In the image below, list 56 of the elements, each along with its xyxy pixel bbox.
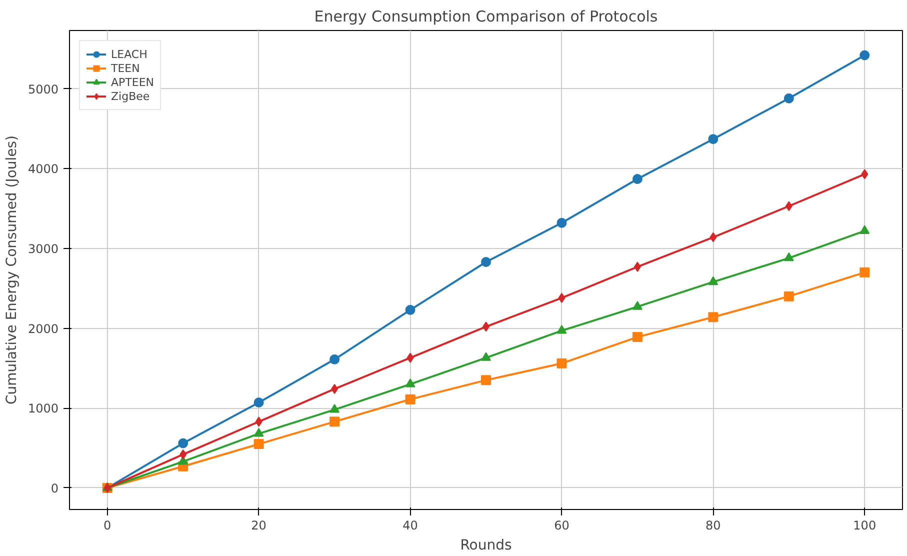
- point: [784, 252, 794, 262]
- point: [405, 304, 416, 315]
- point: [860, 50, 870, 60]
- point: [330, 404, 340, 413]
- point: [558, 292, 566, 303]
- point: [405, 378, 416, 388]
- y-tick-label: 3000: [28, 242, 59, 256]
- point: [785, 201, 792, 212]
- point: [861, 169, 868, 180]
- point: [710, 232, 717, 242]
- point: [331, 384, 338, 394]
- legend-label: APTEEN: [111, 75, 154, 89]
- x-tick-label: 0: [104, 518, 112, 532]
- point: [556, 324, 567, 334]
- y-tick-label: 2000: [28, 322, 59, 336]
- x-tick-label: 40: [402, 518, 418, 532]
- y-tick-label: 5000: [28, 82, 59, 96]
- point: [405, 394, 416, 404]
- point: [860, 267, 870, 278]
- point: [556, 358, 567, 368]
- point: [254, 428, 264, 437]
- point: [481, 375, 491, 386]
- point: [330, 416, 340, 427]
- legend-label: LEACH: [111, 47, 148, 61]
- point: [784, 93, 794, 104]
- point: [708, 276, 718, 286]
- chart-title: Energy Consumption Comparison of Protocols: [314, 8, 658, 26]
- point: [634, 262, 641, 272]
- x-axis-title: Rounds: [460, 538, 512, 554]
- point: [254, 398, 264, 408]
- point: [406, 352, 414, 363]
- point: [254, 439, 264, 450]
- y-tick-label: 1000: [28, 402, 59, 416]
- point: [784, 291, 794, 302]
- point: [708, 312, 718, 322]
- point: [860, 225, 870, 234]
- y-tick-label: 4000: [28, 162, 59, 176]
- point: [481, 352, 491, 361]
- point: [178, 438, 188, 448]
- point: [632, 174, 642, 184]
- point: [255, 416, 262, 427]
- point: [708, 134, 718, 144]
- y-axis-title: Cumulative Energy Consumed (Joules): [4, 135, 20, 405]
- y-tick-label: 0: [50, 481, 59, 496]
- x-tick-label: 80: [706, 518, 721, 532]
- legend-label: TEEN: [111, 61, 140, 75]
- point: [180, 449, 187, 460]
- point: [632, 332, 642, 342]
- point: [556, 218, 567, 228]
- x-tick-label: 20: [251, 518, 266, 532]
- x-tick-label: 60: [554, 518, 570, 532]
- point: [481, 257, 491, 268]
- point: [632, 301, 642, 310]
- legend-label: ZigBee: [111, 89, 150, 103]
- x-tick-label: 100: [853, 518, 876, 532]
- point: [330, 354, 340, 364]
